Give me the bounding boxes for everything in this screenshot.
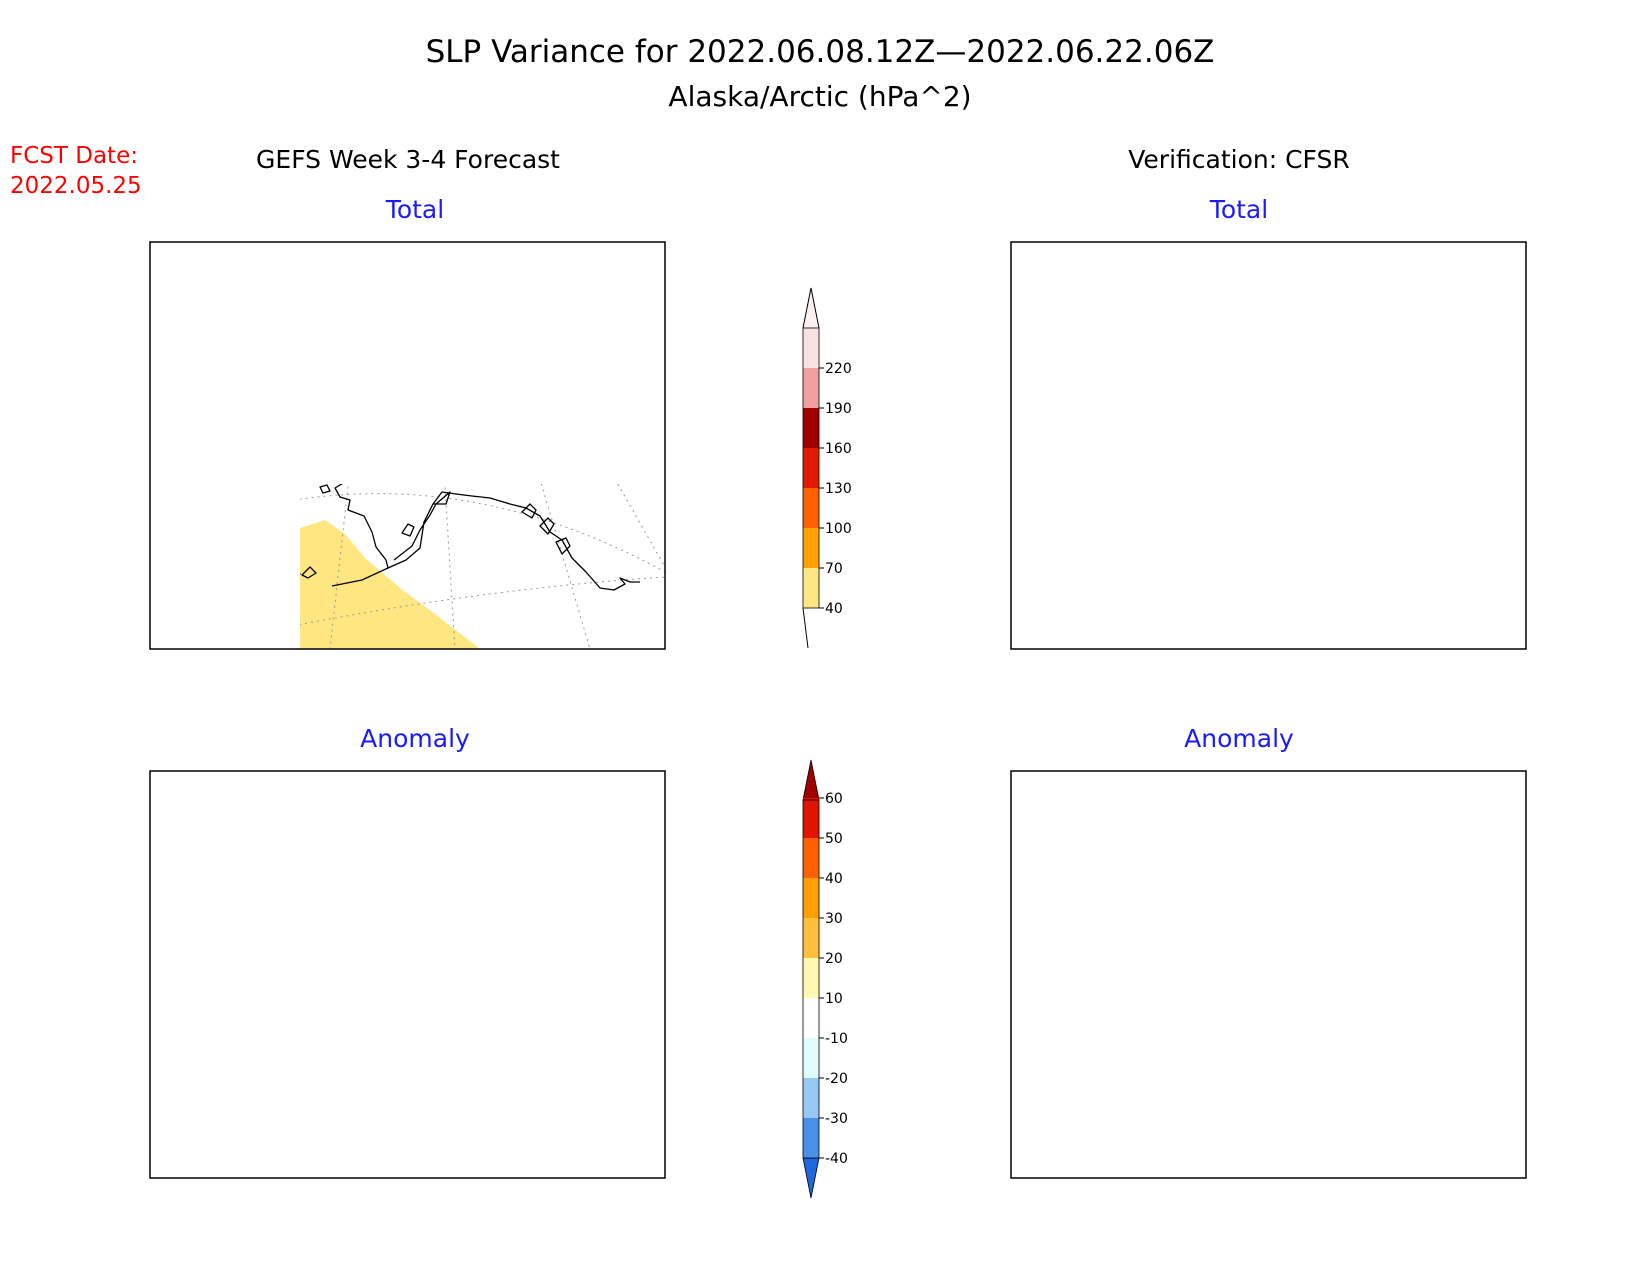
anomaly-colorbar-box [803,1078,819,1118]
total-colorbar-tick-label: 130 [825,481,852,497]
total-colorbar: 40 70 100 130 160 190 220 [802,287,852,649]
map-panel-verif-anomaly [1010,770,1527,1179]
verif-total-label: Total [1209,195,1268,224]
total-colorbar-box [803,368,819,408]
map-panel-fcst-anomaly [149,770,666,1179]
anomaly-colorbar-box [803,1038,819,1078]
verif-total-100-130 [1011,562,1061,604]
total-colorbar-box [803,568,819,608]
verif-total-40-70-north [1191,248,1389,384]
anomaly-colorbar-tick-label: 40 [825,871,843,887]
total-colorbar-tick-label: 220 [825,361,852,377]
verif-anomaly-50-60-sw [1011,1097,1043,1121]
anomaly-colorbar-box [803,1118,819,1158]
left-column-title: GEFS Week 3-4 Forecast [256,145,560,174]
fcst-date-label: FCST Date: [10,143,138,169]
verif-total-70-100 [1011,545,1101,622]
anomaly-colorbar-tick-label: -40 [825,1151,848,1167]
total-colorbar-lower-end [802,607,809,649]
fcst-anomaly-10-20 [250,1153,307,1178]
total-colorbar-tick-label: 40 [825,601,843,617]
fcst-date-value: 2022.05.25 [10,173,142,199]
anomaly-colorbar-tick-label: 60 [825,791,843,807]
anomaly-colorbar-tick-label: 20 [825,951,843,967]
anomaly-colorbar-tick-label: -10 [825,1031,848,1047]
total-colorbar-tick-label: 70 [825,561,843,577]
main-title: SLP Variance for 2022.06.08.12Z—2022.06.… [426,34,1215,70]
anomaly-colorbar-tick-label: -30 [825,1111,848,1127]
verif-anomaly-30-40-sw [1011,1084,1069,1123]
verif-total-40-70-south [1011,490,1281,649]
total-colorbar-box [803,488,819,528]
verif-anomaly-10-20-north [1181,773,1436,971]
anomaly-colorbar-box [803,838,819,878]
total-colorbar-upper-end [802,287,820,329]
anomaly-colorbar-frame [802,799,820,1159]
map-panel-verif-total [1010,241,1527,650]
anomaly-colorbar-box [803,958,819,998]
total-colorbar-tick-label: 190 [825,401,852,417]
verif-anomaly-20-30-sw [1011,1076,1081,1126]
total-colorbar-tick-label: 160 [825,441,852,457]
anomaly-colorbar-tick-label: 30 [825,911,843,927]
total-colorbar-box [803,328,819,368]
verif-anomaly-neg-10-20-west [1051,939,1149,1069]
anomaly-colorbar-box [803,798,819,838]
verif-anomaly-10-20-sw [1011,1061,1106,1131]
anomaly-colorbar-box [803,878,819,918]
anomaly-colorbar-tick-label: 10 [825,991,843,1007]
anomaly-colorbar-box [803,918,819,958]
anomaly-colorbar-tick-label: 50 [825,831,843,847]
total-colorbar-tick-label: 100 [825,521,852,537]
fcst-total-label: Total [385,195,444,224]
right-column-title: Verification: CFSR [1128,145,1349,174]
total-colorbar-box [803,448,819,488]
anomaly-colorbar-box [803,998,819,1038]
fcst-anomaly-label: Anomaly [360,724,470,753]
anomaly-colorbar-upper-arrow [802,759,820,801]
total-colorbar-box [803,408,819,448]
verif-anomaly-neg-10-20-east [1256,1059,1449,1178]
anomaly-colorbar: -40 -30 -20 -10 10 20 30 40 50 60 [802,759,848,1199]
map-panel-fcst-total [149,241,666,653]
total-colorbar-frame [802,327,820,609]
verif-anomaly-label: Anomaly [1184,724,1294,753]
fcst-total-40-70-contour [300,520,480,649]
verif-anomaly-40-50-sw [1011,1091,1056,1123]
total-colorbar-box [803,528,819,568]
anomaly-colorbar-lower-arrow [802,1157,820,1199]
verif-anomaly-10-20-central [1111,946,1311,1121]
main-subtitle: Alaska/Arctic (hPa^2) [668,80,971,113]
verif-anomaly-20-30-spot [1183,1093,1197,1107]
verif-anomaly-20-30-north [1239,783,1309,874]
anomaly-colorbar-tick-label: -20 [825,1071,848,1087]
